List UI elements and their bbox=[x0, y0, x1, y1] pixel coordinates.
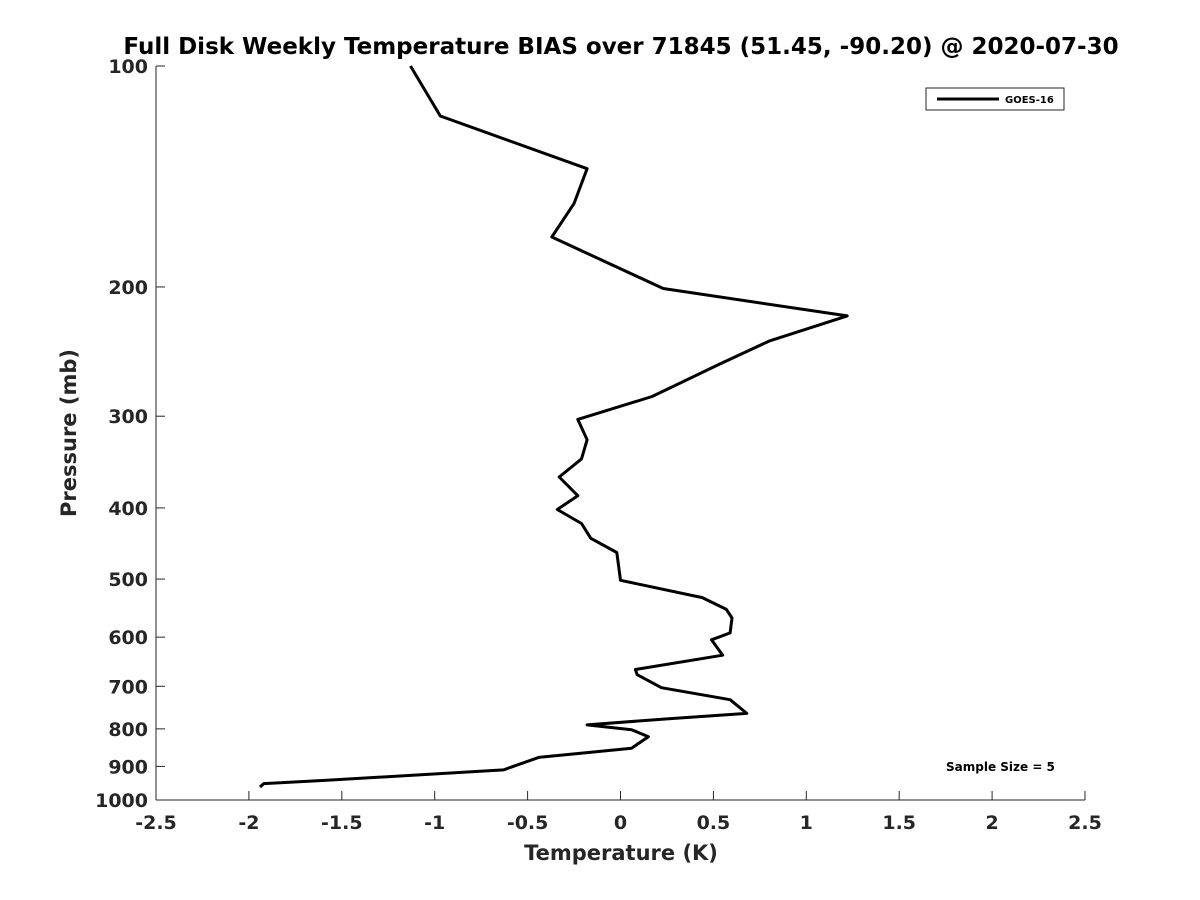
y-tick-label: 600 bbox=[108, 627, 148, 649]
x-tick-label: 1.5 bbox=[882, 812, 916, 834]
plot-axes: -2.5 -2 -1.5 -1 -0.5 0 0.5 1 1.5 2 2.5 100 200 300 40… bbox=[95, 56, 1102, 834]
legend-label-goes-16: GOES-16 bbox=[1005, 95, 1054, 106]
y-tick-label: 700 bbox=[108, 676, 148, 698]
legend: GOES-16 bbox=[925, 87, 1065, 111]
y-tick-label: 400 bbox=[108, 498, 148, 520]
x-tick-label: 0 bbox=[614, 812, 627, 834]
x-tick-label: -2.5 bbox=[135, 812, 177, 834]
y-tick-label: 900 bbox=[108, 756, 148, 778]
chart-title: Full Disk Weekly Temperature BIAS over 7… bbox=[123, 34, 1118, 60]
y-tick-label: 300 bbox=[108, 406, 148, 428]
x-tick-label: -1 bbox=[424, 812, 445, 834]
x-tick-label: -2 bbox=[238, 812, 259, 834]
x-tick-label: 1 bbox=[800, 812, 813, 834]
y-tick-label: 800 bbox=[108, 719, 148, 741]
y-tick-label: 100 bbox=[108, 56, 148, 78]
sample-size-annotation: Sample Size = 5 bbox=[946, 760, 1055, 774]
x-tick-label: -0.5 bbox=[507, 812, 549, 834]
series-line-goes-16 bbox=[258, 65, 849, 789]
y-tick-label: 500 bbox=[108, 569, 148, 591]
y-tick-label: 200 bbox=[108, 277, 148, 299]
x-tick-label: 0.5 bbox=[697, 812, 731, 834]
series-layer bbox=[258, 65, 849, 789]
x-axis-label: Temperature (K) bbox=[524, 841, 718, 865]
x-tick-label: 2 bbox=[985, 812, 998, 834]
y-axis-label: Pressure (mb) bbox=[57, 349, 81, 517]
x-tick-label: -1.5 bbox=[321, 812, 363, 834]
y-tick-label: 1000 bbox=[95, 790, 148, 812]
x-axis-ticks: -2.5 -2 -1.5 -1 -0.5 0 0.5 1 1.5 2 2.5 bbox=[135, 791, 1102, 834]
x-tick-label: 2.5 bbox=[1068, 812, 1102, 834]
y-axis-ticks: 100 200 300 400 500 600 700 800 900 1000 bbox=[95, 56, 165, 812]
